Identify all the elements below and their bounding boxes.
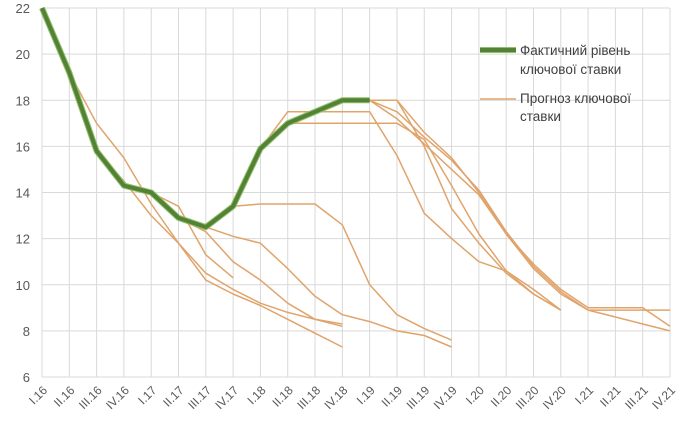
forecast-line [205, 226, 452, 348]
y-tick-label: 10 [16, 278, 30, 293]
x-tick-label: III.18 [294, 383, 323, 412]
x-tick-label: II.16 [51, 383, 78, 410]
x-tick-label: IV.20 [540, 383, 569, 412]
x-tick-label: II.19 [379, 383, 406, 410]
x-tick-label: I.21 [572, 383, 596, 407]
x-tick-label: IV.17 [212, 383, 241, 412]
x-tick-label: IV.16 [103, 383, 132, 412]
x-tick-label: I.18 [245, 383, 269, 407]
y-tick-label: 8 [23, 324, 30, 339]
x-tick-label: III.17 [185, 383, 214, 412]
legend-actual-label-line2: ключової ставки [520, 62, 621, 77]
legend-forecast-label-line2: ставки [520, 109, 561, 124]
x-tick-label: III.21 [622, 383, 651, 412]
x-tick-label: I.16 [26, 383, 50, 407]
y-tick-label: 16 [16, 139, 30, 154]
forecast-line [96, 150, 343, 325]
forecast-line [314, 99, 562, 311]
forecast-line [259, 122, 562, 311]
x-tick-label: IV.21 [649, 383, 678, 412]
x-tick-label: III.19 [404, 383, 433, 412]
actual-line [40, 7, 370, 230]
x-tick-label: II.18 [269, 383, 296, 410]
x-tick-label: II.21 [597, 383, 624, 410]
legend: Фактичний рівень ключової ставки Прогноз… [480, 43, 631, 124]
x-tick-label: I.20 [463, 383, 487, 407]
x-tick-label: II.17 [160, 383, 187, 410]
actual-series [39, 6, 370, 231]
x-tick-label: III.20 [513, 383, 542, 412]
y-tick-label: 18 [16, 93, 30, 108]
x-tick-label: IV.19 [431, 383, 460, 412]
y-tick-label: 12 [16, 232, 30, 247]
y-tick-label: 6 [23, 370, 30, 385]
y-tick-label: 20 [16, 47, 30, 62]
y-axis-ticks: 6 8 10 12 14 16 18 20 22 [16, 1, 30, 385]
forecast-line [150, 191, 343, 328]
legend-forecast-label-line1: Прогноз ключової [520, 91, 631, 106]
legend-actual-label-line1: Фактичний рівень [520, 43, 630, 58]
y-tick-label: 22 [16, 1, 30, 16]
x-tick-label: I.17 [135, 383, 159, 407]
y-tick-label: 14 [16, 186, 30, 201]
x-tick-label: III.16 [76, 383, 105, 412]
x-tick-label: I.19 [354, 383, 378, 407]
x-tick-label: IV.18 [322, 383, 351, 412]
forecast-line [68, 72, 343, 348]
x-tick-label: II.20 [488, 383, 515, 410]
forecast-line [396, 99, 671, 327]
forecast-line [233, 203, 452, 341]
